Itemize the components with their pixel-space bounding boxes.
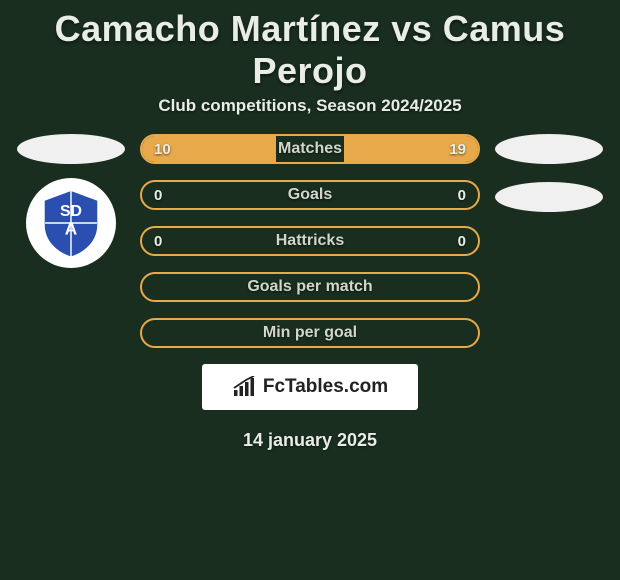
stat-value-right: 0 xyxy=(458,233,466,250)
svg-text:SD: SD xyxy=(60,203,82,220)
stat-row-min-per-goal: Min per goal xyxy=(140,318,480,348)
club-crest-left: SD A xyxy=(26,178,116,268)
stat-label: Goals per match xyxy=(247,278,372,296)
snapshot-date: 14 january 2025 xyxy=(0,430,620,451)
page-title: Camacho Martínez vs Camus Perojo xyxy=(0,0,620,96)
stat-value-left: 10 xyxy=(154,141,171,158)
chart-icon xyxy=(232,376,256,398)
stat-value-right: 0 xyxy=(458,187,466,204)
stat-row-matches: 10 Matches 19 xyxy=(140,134,480,164)
stat-row-goals-per-match: Goals per match xyxy=(140,272,480,302)
stat-row-goals: 0 Goals 0 xyxy=(140,180,480,210)
stat-value-right: 19 xyxy=(449,141,466,158)
right-side xyxy=(494,134,604,348)
stat-label: Min per goal xyxy=(263,324,357,342)
stat-value-left: 0 xyxy=(154,233,162,250)
stat-label: Hattricks xyxy=(276,232,344,250)
brand-text: FcTables.com xyxy=(263,376,388,398)
brand-badge: FcTables.com xyxy=(202,364,418,410)
stats-column: 10 Matches 19 0 Goals 0 0 Hattricks 0 Go… xyxy=(140,134,480,348)
left-side: SD A xyxy=(16,134,126,348)
comparison-panel: SD A 10 Matches 19 0 Goals 0 0 Hattricks… xyxy=(0,134,620,348)
player-oval-right-2 xyxy=(495,182,603,212)
stat-value-left: 0 xyxy=(154,187,162,204)
player-oval-right-1 xyxy=(495,134,603,164)
page-subtitle: Club competitions, Season 2024/2025 xyxy=(0,96,620,134)
shield-icon: SD A xyxy=(35,187,107,259)
stat-row-hattricks: 0 Hattricks 0 xyxy=(140,226,480,256)
svg-text:A: A xyxy=(65,219,78,239)
stat-label: Matches xyxy=(278,140,342,158)
player-oval-left xyxy=(17,134,125,164)
stat-label: Goals xyxy=(288,186,332,204)
